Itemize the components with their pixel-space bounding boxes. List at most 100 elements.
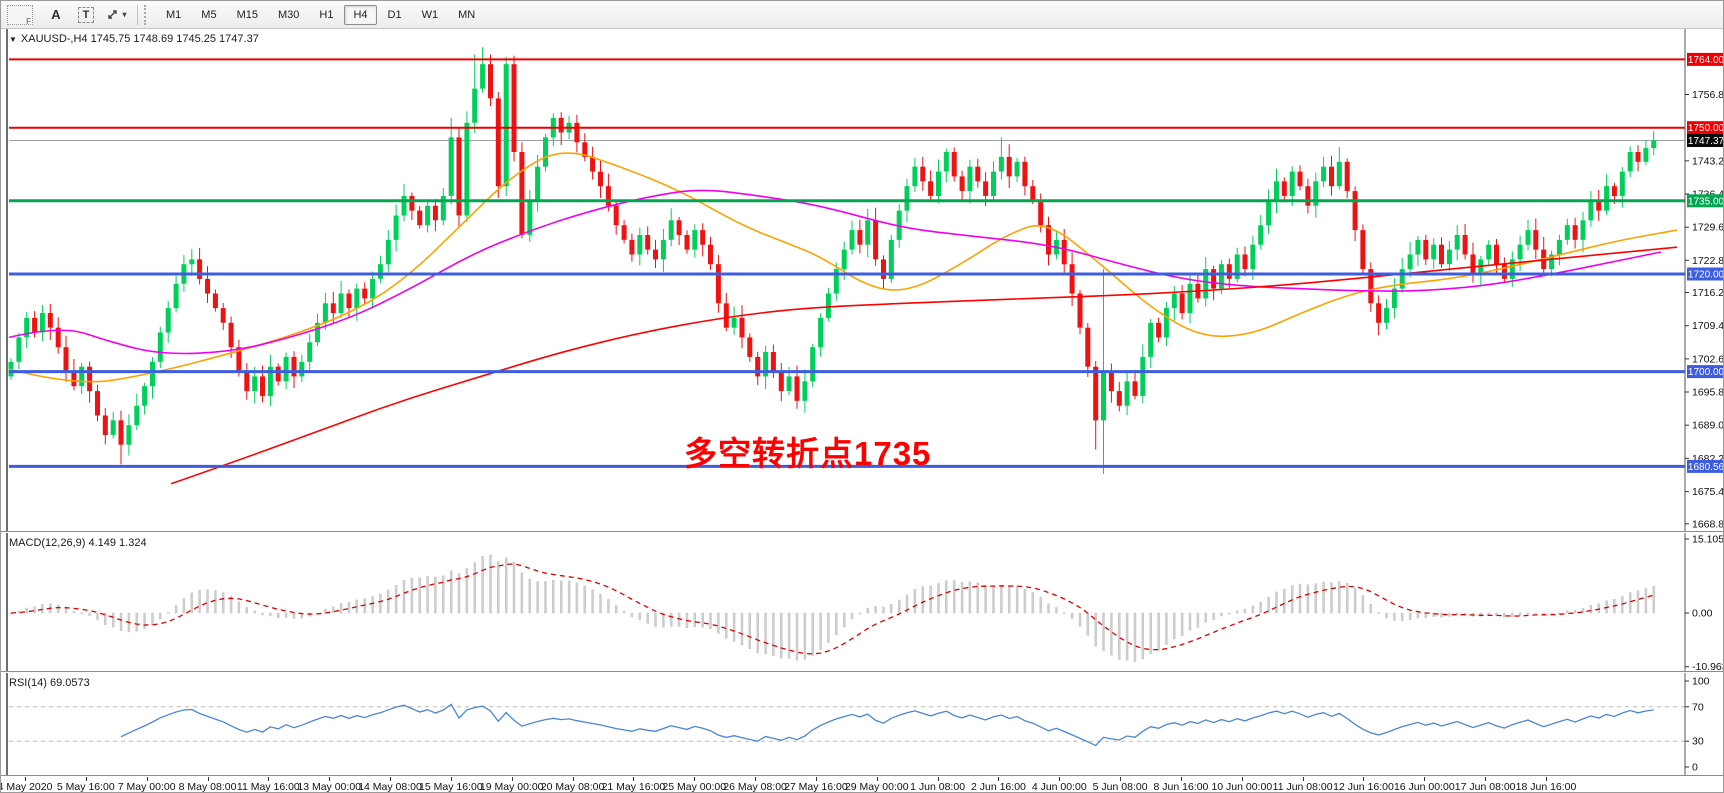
text-label-tool-button[interactable]: T (73, 3, 99, 27)
time-tick (937, 777, 939, 781)
price-badge-1750.00: 1750.00 (1687, 121, 1724, 135)
time-label: 11 Jun 08:00 (1272, 781, 1333, 793)
price-tick-label: 1702.60 (1692, 353, 1724, 365)
price-axis[interactable]: 1756.801743.201736.401729.601722.801716.… (1685, 52, 1724, 530)
macd-panel[interactable]: 15.105 0.00 -10.963 (1, 533, 1724, 671)
time-label: 15 May 16:00 (419, 781, 483, 793)
time-tick (207, 777, 209, 781)
time-label: 17 Jun 08:00 (1454, 781, 1516, 793)
time-tick (511, 777, 513, 781)
collapse-triangle-icon[interactable]: ▼ (9, 35, 17, 44)
rsi-axis-label: 30 (1692, 736, 1704, 748)
svg-text:1747.37: 1747.37 (1688, 136, 1724, 147)
tf-button-M1[interactable]: M1 (166, 8, 182, 21)
price-badge-1764.00: 1764.00 (1687, 52, 1724, 66)
letter-a-icon: A (51, 7, 61, 22)
macd-axis-label: 15.105 (1692, 534, 1724, 546)
price-tick-label: 1709.40 (1692, 320, 1724, 332)
price-tick-label: 1722.80 (1692, 255, 1724, 267)
macd-histogram (9, 554, 1655, 662)
tf-button-M5[interactable]: M5 (201, 8, 217, 21)
rsi-axis-label: 0 (1692, 762, 1698, 774)
symbol-ohlc-label: ▼ XAUUSD-,H4 1745.75 1748.69 1745.25 1747… (9, 33, 259, 45)
time-tick (998, 777, 1000, 781)
time-tick (1424, 777, 1426, 781)
tf-button-M30[interactable]: M30 (277, 8, 300, 21)
tf-button-D1[interactable]: D1 (387, 8, 402, 21)
time-label: 18 Jun 16:00 (1515, 781, 1577, 793)
svg-text:1720.00: 1720.00 (1688, 270, 1724, 281)
time-tick (329, 777, 331, 781)
time-label: 4 Jun 00:00 (1031, 781, 1087, 793)
price-tick-label: 1743.20 (1692, 155, 1724, 167)
time-label: 25 May 00:00 (662, 781, 727, 793)
time-tick (876, 777, 878, 781)
time-label: 5 May 16:00 (56, 781, 115, 793)
time-tick (1485, 777, 1487, 781)
symbol-ohlc-text: XAUUSD-,H4 1745.75 1748.69 1745.25 1747.… (20, 33, 259, 45)
price-badge-1720.00: 1720.00 (1687, 267, 1724, 281)
time-tick (390, 777, 392, 781)
chart-annotation-text: 多空转折点1735 (684, 435, 932, 472)
time-label: 14 May 08:00 (358, 781, 422, 793)
time-label: 4 May 2020 (0, 781, 53, 793)
time-label: 1 Jun 08:00 (910, 781, 966, 793)
chevron-down-icon: ▾ (122, 10, 127, 19)
panel-divider[interactable] (1, 671, 1723, 673)
time-tick (1059, 777, 1061, 781)
time-label: 8 May 08:00 (178, 781, 237, 793)
time-label: 2 Jun 16:00 (970, 781, 1026, 793)
price-badge-1700.00: 1700.00 (1687, 365, 1724, 379)
price-badge-1747.37: 1747.37 (1687, 134, 1724, 147)
time-tick (1241, 777, 1243, 781)
svg-text:1750.00: 1750.00 (1688, 123, 1724, 134)
rsi-indicator-label: RSI(14) 69.0573 (9, 677, 90, 689)
tf-button-M15[interactable]: M15 (236, 8, 258, 21)
time-label: 29 May 00:00 (844, 781, 909, 793)
price-tick-label: 1695.80 (1692, 387, 1724, 399)
svg-text:1700.00: 1700.00 (1688, 367, 1724, 378)
time-tick (1546, 777, 1547, 781)
time-label: 21 May 16:00 (601, 781, 666, 793)
tf-button-MN[interactable]: MN (458, 8, 476, 21)
arrows-tool-button[interactable]: ▾ (103, 3, 129, 27)
price-tick-label: 1689.00 (1692, 420, 1724, 432)
time-label: 7 May 00:00 (117, 781, 176, 793)
svg-text:1764.00: 1764.00 (1688, 55, 1724, 66)
time-tick (815, 777, 817, 781)
time-tick (1363, 777, 1365, 781)
macd-axis-label: 0.00 (1692, 608, 1713, 620)
time-label: 20 May 08:00 (540, 781, 605, 793)
font-tool-button[interactable]: A (43, 3, 69, 27)
time-label: 10 Jun 00:00 (1211, 781, 1273, 793)
panel-divider[interactable] (1, 531, 1723, 533)
tf-button-W1[interactable]: W1 (421, 8, 439, 21)
price-badge-1680.56: 1680.56 (1687, 459, 1724, 473)
time-label: 26 May 08:00 (723, 781, 787, 793)
toolbar-grip-icon[interactable]: F (7, 4, 33, 26)
price-tick-label: 1675.40 (1692, 486, 1724, 498)
time-label: 8 Jun 16:00 (1153, 781, 1209, 793)
tf-button-H4[interactable]: H4 (344, 4, 377, 25)
timeframe-toolbar: M1 M5 M15 M30 H1 H4 D1 W1 MN (156, 4, 485, 25)
svg-text:1680.56: 1680.56 (1688, 462, 1724, 473)
time-label: 5 Jun 08:00 (1092, 781, 1148, 793)
time-axis[interactable]: 4 May 2020 5 May 16:00 7 May 00:00 8 May 08… (0, 777, 1723, 793)
rsi-panel[interactable]: 100 70 30 0 (1, 673, 1724, 775)
toolbar-grip-handle[interactable] (144, 4, 150, 25)
macd-indicator-label: MACD(12,26,9) 4.149 1.324 (9, 537, 147, 549)
time-tick (633, 777, 635, 781)
price-chart-panel[interactable]: 1756.801743.201736.401729.601722.801716.… (1, 29, 1724, 531)
time-tick (268, 777, 270, 781)
price-tick-label: 1756.80 (1692, 89, 1724, 101)
candles-series (8, 47, 1657, 474)
price-tick-label: 1729.60 (1692, 222, 1724, 234)
price-tick-label: 1668.80 (1692, 518, 1724, 530)
tf-button-H1[interactable]: H1 (319, 8, 334, 21)
rsi-axis-label: 70 (1692, 701, 1704, 713)
chart-window: ▼ XAUUSD-,H4 1745.75 1748.69 1745.25 1747… (0, 29, 1724, 793)
diagonal-arrows-icon (108, 10, 118, 19)
svg-text:1735.00: 1735.00 (1688, 196, 1724, 207)
time-tick (85, 777, 87, 781)
time-tick (146, 777, 148, 781)
